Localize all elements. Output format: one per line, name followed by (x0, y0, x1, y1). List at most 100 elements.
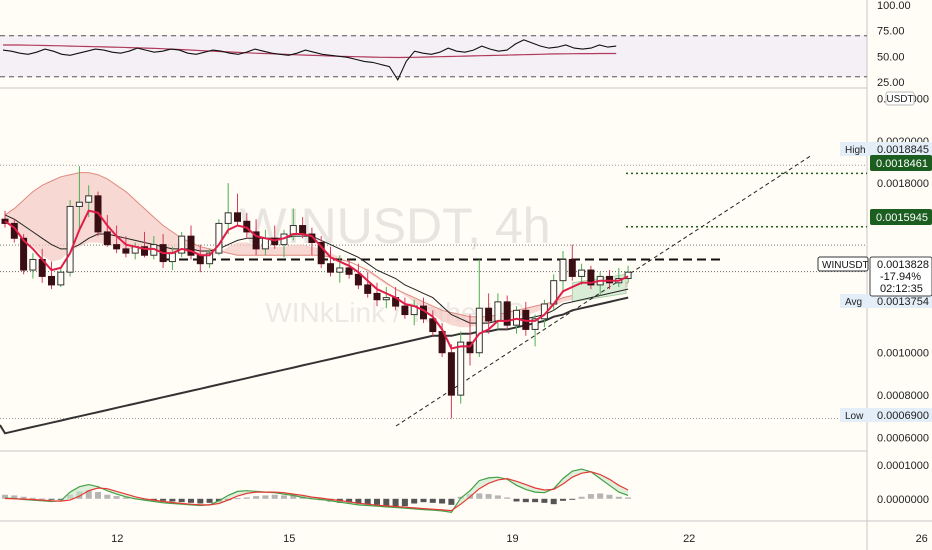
candle[interactable] (122, 236, 130, 258)
candle[interactable] (559, 250, 567, 292)
candle-body (494, 301, 502, 322)
candle[interactable] (624, 265, 632, 283)
candle-body (252, 231, 260, 250)
high-tag: High 0.0018845 (840, 142, 932, 156)
candle-body (66, 205, 74, 273)
candle[interactable] (224, 183, 232, 235)
candle-body (336, 267, 344, 273)
candle-body (345, 267, 353, 275)
candle[interactable] (327, 246, 334, 277)
rsi-tick-label: 50.00 (877, 51, 905, 63)
cloud-fill (5, 172, 629, 328)
candle[interactable] (606, 270, 613, 290)
macd-histogram-bar (290, 494, 297, 499)
macd-histogram-bar (188, 498, 194, 503)
candle-body (373, 292, 381, 301)
candle[interactable] (66, 200, 74, 277)
candle[interactable] (373, 282, 381, 307)
macd-histogram-bar (346, 498, 353, 503)
candle[interactable] (141, 231, 148, 258)
price-axis[interactable]: 100.0075.0050.0025.000.00220000.00200000… (817, 0, 932, 506)
candle-body (401, 305, 409, 316)
candle[interactable] (113, 225, 121, 254)
macd-histogram-bar (262, 495, 269, 499)
low-tag-label: Low (845, 411, 864, 422)
candle[interactable] (206, 248, 214, 268)
candle[interactable] (345, 259, 353, 279)
low-tag: Low 0.0006900 (840, 408, 932, 422)
candle-body (513, 309, 520, 326)
candle[interactable] (429, 310, 437, 336)
macd-tick-label: 0.0001000 (877, 460, 929, 472)
time-tick-label: 12 (111, 533, 123, 545)
macd-histogram-bar (383, 498, 390, 506)
macd-histogram-bar (513, 498, 520, 502)
macd-histogram-bar (439, 498, 446, 504)
candle[interactable] (466, 314, 474, 366)
candle[interactable] (215, 219, 223, 256)
macd-histogram-bar (234, 498, 241, 500)
time-axis[interactable]: 121519222614:00May4 (111, 533, 932, 545)
macd-histogram-bar (420, 498, 427, 503)
candle-body (196, 254, 204, 265)
candle[interactable] (75, 166, 83, 230)
fast-ema-line (4, 209, 629, 350)
candle-body (606, 275, 613, 284)
rsi-tick-label: 100.00 (877, 0, 911, 12)
avg-tag-bg (840, 294, 870, 308)
candle[interactable] (187, 225, 195, 260)
candle[interactable] (364, 272, 372, 298)
candle-body (466, 341, 474, 354)
high-tag-label: High (845, 145, 866, 156)
candle[interactable] (234, 193, 241, 226)
macd-panel[interactable] (2, 468, 632, 513)
candle-body (75, 201, 83, 207)
candle[interactable] (48, 261, 55, 290)
candle[interactable] (513, 306, 520, 334)
avg-tag: Avg 0.0013754 (840, 294, 932, 308)
candle[interactable] (401, 297, 409, 319)
target-2-tag-value: 0.0015945 (876, 212, 928, 224)
macd-histogram-bar (550, 498, 557, 505)
candle-body (29, 258, 37, 271)
candle-body (475, 307, 483, 354)
high-tag-value: 0.0018845 (877, 144, 929, 156)
countdown: 02:12:35 (880, 283, 923, 295)
candle-body (48, 275, 55, 286)
candle[interactable] (503, 295, 511, 330)
candle[interactable] (587, 265, 595, 290)
macd-histogram-bar (485, 494, 492, 499)
rsi-panel[interactable] (0, 35, 867, 82)
candle[interactable] (457, 331, 465, 404)
candle[interactable] (252, 219, 260, 256)
candle[interactable] (354, 263, 362, 290)
candle[interactable] (568, 244, 576, 281)
candle-body (85, 195, 93, 203)
candle-body (299, 225, 307, 235)
macd-histogram-bar (281, 495, 287, 499)
candle[interactable] (103, 214, 111, 247)
candle[interactable] (178, 231, 186, 258)
candle[interactable] (317, 236, 325, 268)
macd-tick-label: 0.0000000 (877, 494, 929, 506)
candle[interactable] (29, 253, 37, 279)
candle[interactable] (271, 225, 279, 249)
candle[interactable] (485, 293, 493, 334)
candle-body (559, 258, 567, 282)
macd-histogram-bar (178, 498, 185, 503)
candle[interactable] (336, 255, 344, 283)
macd-histogram-bar (374, 498, 380, 505)
candle[interactable] (382, 287, 390, 309)
candle-body (429, 318, 437, 333)
candle[interactable] (475, 259, 483, 357)
candle[interactable] (447, 344, 455, 419)
macd-histogram-bar (401, 498, 408, 507)
candle[interactable] (57, 267, 65, 288)
candle[interactable] (578, 263, 586, 285)
time-tick-label: 26 (916, 533, 928, 545)
macd-histogram-bar (169, 498, 176, 502)
macd-histogram-bar (271, 494, 278, 499)
last-price-value: 0.0013828 (877, 259, 929, 271)
